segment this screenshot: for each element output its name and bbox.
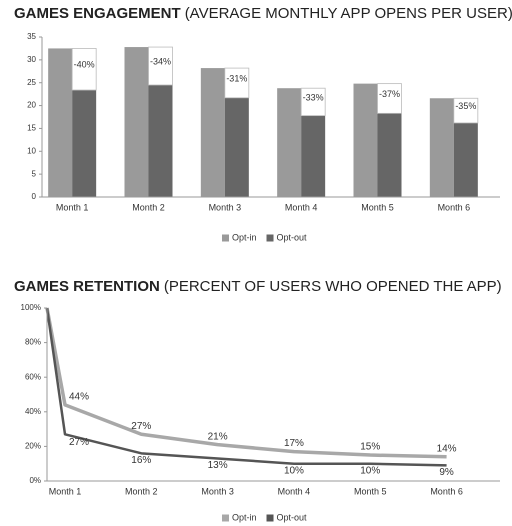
x-tick-label: Month 6 [438,202,471,212]
chart-subtitle: (AVERAGE MONTHLY APP OPENS PER USER) [185,5,512,22]
annotation: -37% [379,89,400,99]
annotation: -35% [455,101,476,111]
bar [429,98,454,197]
bar [453,122,478,197]
y-tick-label: 35 [27,32,36,41]
y-tick-label: 25 [27,78,36,87]
bar [124,47,149,197]
y-tick-label: 60% [25,372,41,381]
data-label: 13% [208,460,228,471]
x-tick-label: Month 2 [125,486,158,496]
data-label: 9% [439,467,454,478]
annotation-box [453,97,479,124]
x-tick-label: Month 5 [354,486,387,496]
y-tick-label: 15 [27,124,36,133]
line [45,307,447,459]
annotation-box [224,67,250,99]
chart-title: GAMES ENGAGEMENT [14,5,181,22]
annotation: -33% [303,92,324,102]
y-tick-label: 80% [25,338,41,347]
data-label: 21% [208,431,228,442]
x-tick-label: Month 6 [430,486,463,496]
y-tick-label: 0% [29,476,41,485]
bar [301,115,326,197]
x-tick-label: Month 1 [49,486,82,496]
bar [200,68,225,197]
annotation: -34% [150,56,171,66]
y-tick-label: 100% [21,303,41,312]
x-tick-label: Month 4 [285,202,318,212]
line [45,307,447,467]
x-tick-label: Month 3 [209,202,242,212]
annotation: -40% [74,60,95,70]
data-label: 27% [131,421,151,432]
bar [277,88,302,197]
x-tick-label: Month 5 [361,202,394,212]
legend-label: Opt-in [232,512,257,522]
data-label: 14% [437,443,457,454]
annotation-box [300,87,326,117]
x-tick-label: Month 3 [201,486,234,496]
chart-subtitle: (PERCENT OF USERS WHO OPENED THE APP) [164,278,502,295]
annotation-box [377,83,402,114]
legend-label: Opt-out [277,512,308,522]
legend-swatch [266,234,274,242]
y-tick-label: 5 [32,169,37,178]
bar [72,90,97,197]
y-tick-label: 20 [27,101,36,110]
annotation-box [148,46,173,86]
data-label: 15% [360,442,380,453]
bar [48,48,73,197]
y-tick-label: 20% [25,442,41,451]
bar [353,83,378,197]
data-label: 44% [69,392,89,403]
legend-swatch [222,514,229,522]
bar [148,85,173,197]
y-tick-label: 10 [27,146,36,155]
x-tick-label: Month 2 [132,202,165,212]
x-tick-label: Month 4 [278,486,311,496]
annotation-box [71,48,97,91]
x-tick-label: Month 1 [56,202,89,212]
legend-label: Opt-in [232,232,257,242]
data-label: 27% [69,437,89,448]
y-tick-label: 40% [25,407,41,416]
data-label: 17% [284,438,304,449]
annotation: -31% [226,73,247,83]
data-label: 10% [360,465,380,476]
y-tick-label: 0 [32,192,37,201]
legend-label: Opt-out [277,232,308,242]
bar [224,97,249,197]
chart-title: GAMES RETENTION [14,278,160,295]
bar [377,113,402,197]
legend-swatch [266,514,274,522]
y-tick-label: 30 [27,55,36,64]
data-label: 16% [131,455,151,466]
data-label: 10% [284,465,304,476]
legend-swatch [222,234,229,242]
